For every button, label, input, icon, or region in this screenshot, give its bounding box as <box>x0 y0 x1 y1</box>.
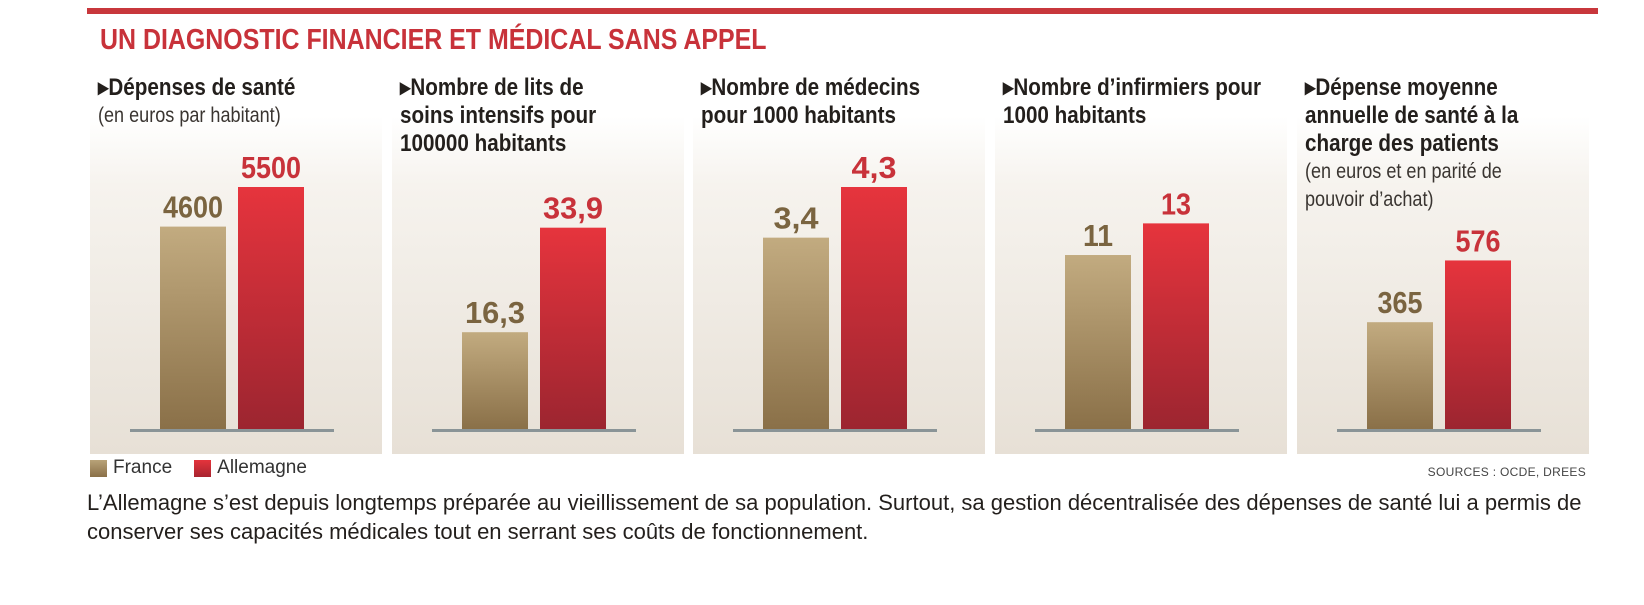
bar-chart: 365 576 <box>1337 223 1541 432</box>
panel-title: ▸Dépenses de santé <box>98 74 296 101</box>
bar-france <box>1065 255 1131 429</box>
panel-subtitle: (en euros par habitant) <box>98 104 281 127</box>
legend-swatch-france <box>90 459 107 477</box>
bar-allemagne <box>841 187 907 429</box>
panel-title: ▸Dépense moyenne annuelle de santé à la … <box>1305 74 1519 157</box>
data-label-allemagne: 33,9 <box>543 191 603 226</box>
data-label-allemagne: 5500 <box>241 150 301 185</box>
bar-chart: 16,3 33,9 <box>432 191 636 432</box>
bar-france <box>1367 322 1433 429</box>
panel-lits-soins-intensifs: ▸Nombre de lits de soins intensifs pour … <box>392 70 684 454</box>
bar-allemagne <box>1445 260 1511 429</box>
bar-france <box>160 226 226 429</box>
legend-label: Allemagne <box>217 457 307 478</box>
bar-chart: 4600 5500 <box>130 150 334 432</box>
panel-subtitle: (en euros et en parité de pouvoir d’acha… <box>1305 160 1502 211</box>
panel-depense-patients: ▸Dépense moyenne annuelle de santé à la … <box>1297 70 1589 454</box>
legend-item-allemagne: Allemagne <box>194 457 307 479</box>
sources-note: SOURCES : OCDE, DREES <box>1427 465 1586 479</box>
data-label-france: 3,4 <box>774 201 820 236</box>
caption-text: L’Allemagne s’est depuis longtemps prépa… <box>87 490 1582 544</box>
data-label-allemagne: 13 <box>1161 186 1191 221</box>
panel-title: ▸Nombre d’infirmiers pour 1000 habitants <box>1003 74 1262 129</box>
bar-allemagne <box>540 227 606 429</box>
data-label-france: 16,3 <box>465 295 525 330</box>
panel-title: ▸Nombre de médecins pour 1000 habitants <box>701 74 921 129</box>
data-label-france: 365 <box>1378 285 1423 320</box>
chart-main-title: UN DIAGNOSTIC FINANCIER ET MÉDICAL SANS … <box>100 24 767 56</box>
panel-title: ▸Nombre de lits de soins intensifs pour … <box>400 74 597 157</box>
data-label-allemagne: 4,3 <box>852 150 897 185</box>
top-rule <box>87 8 1598 14</box>
bar-chart: 3,4 4,3 <box>733 150 937 432</box>
panel-depenses-sante: ▸Dépenses de santé (en euros par habitan… <box>90 70 382 454</box>
bar-france <box>462 332 528 429</box>
panel-medecins: ▸Nombre de médecins pour 1000 habitants … <box>693 70 985 454</box>
bar-chart: 11 13 <box>1035 186 1239 432</box>
bar-allemagne <box>1143 223 1209 429</box>
bar-allemagne <box>238 187 304 429</box>
panel-infirmiers: ▸Nombre d’infirmiers pour 1000 habitants… <box>995 70 1287 454</box>
legend-swatch-allemagne <box>194 459 212 477</box>
data-label-allemagne: 576 <box>1456 223 1501 258</box>
bar-france <box>763 237 829 429</box>
data-label-france: 11 <box>1083 218 1113 253</box>
legend-label: France <box>113 457 173 478</box>
legend: France Allemagne <box>90 457 329 479</box>
data-label-france: 4600 <box>163 190 223 225</box>
legend-item-france: France <box>90 457 172 479</box>
